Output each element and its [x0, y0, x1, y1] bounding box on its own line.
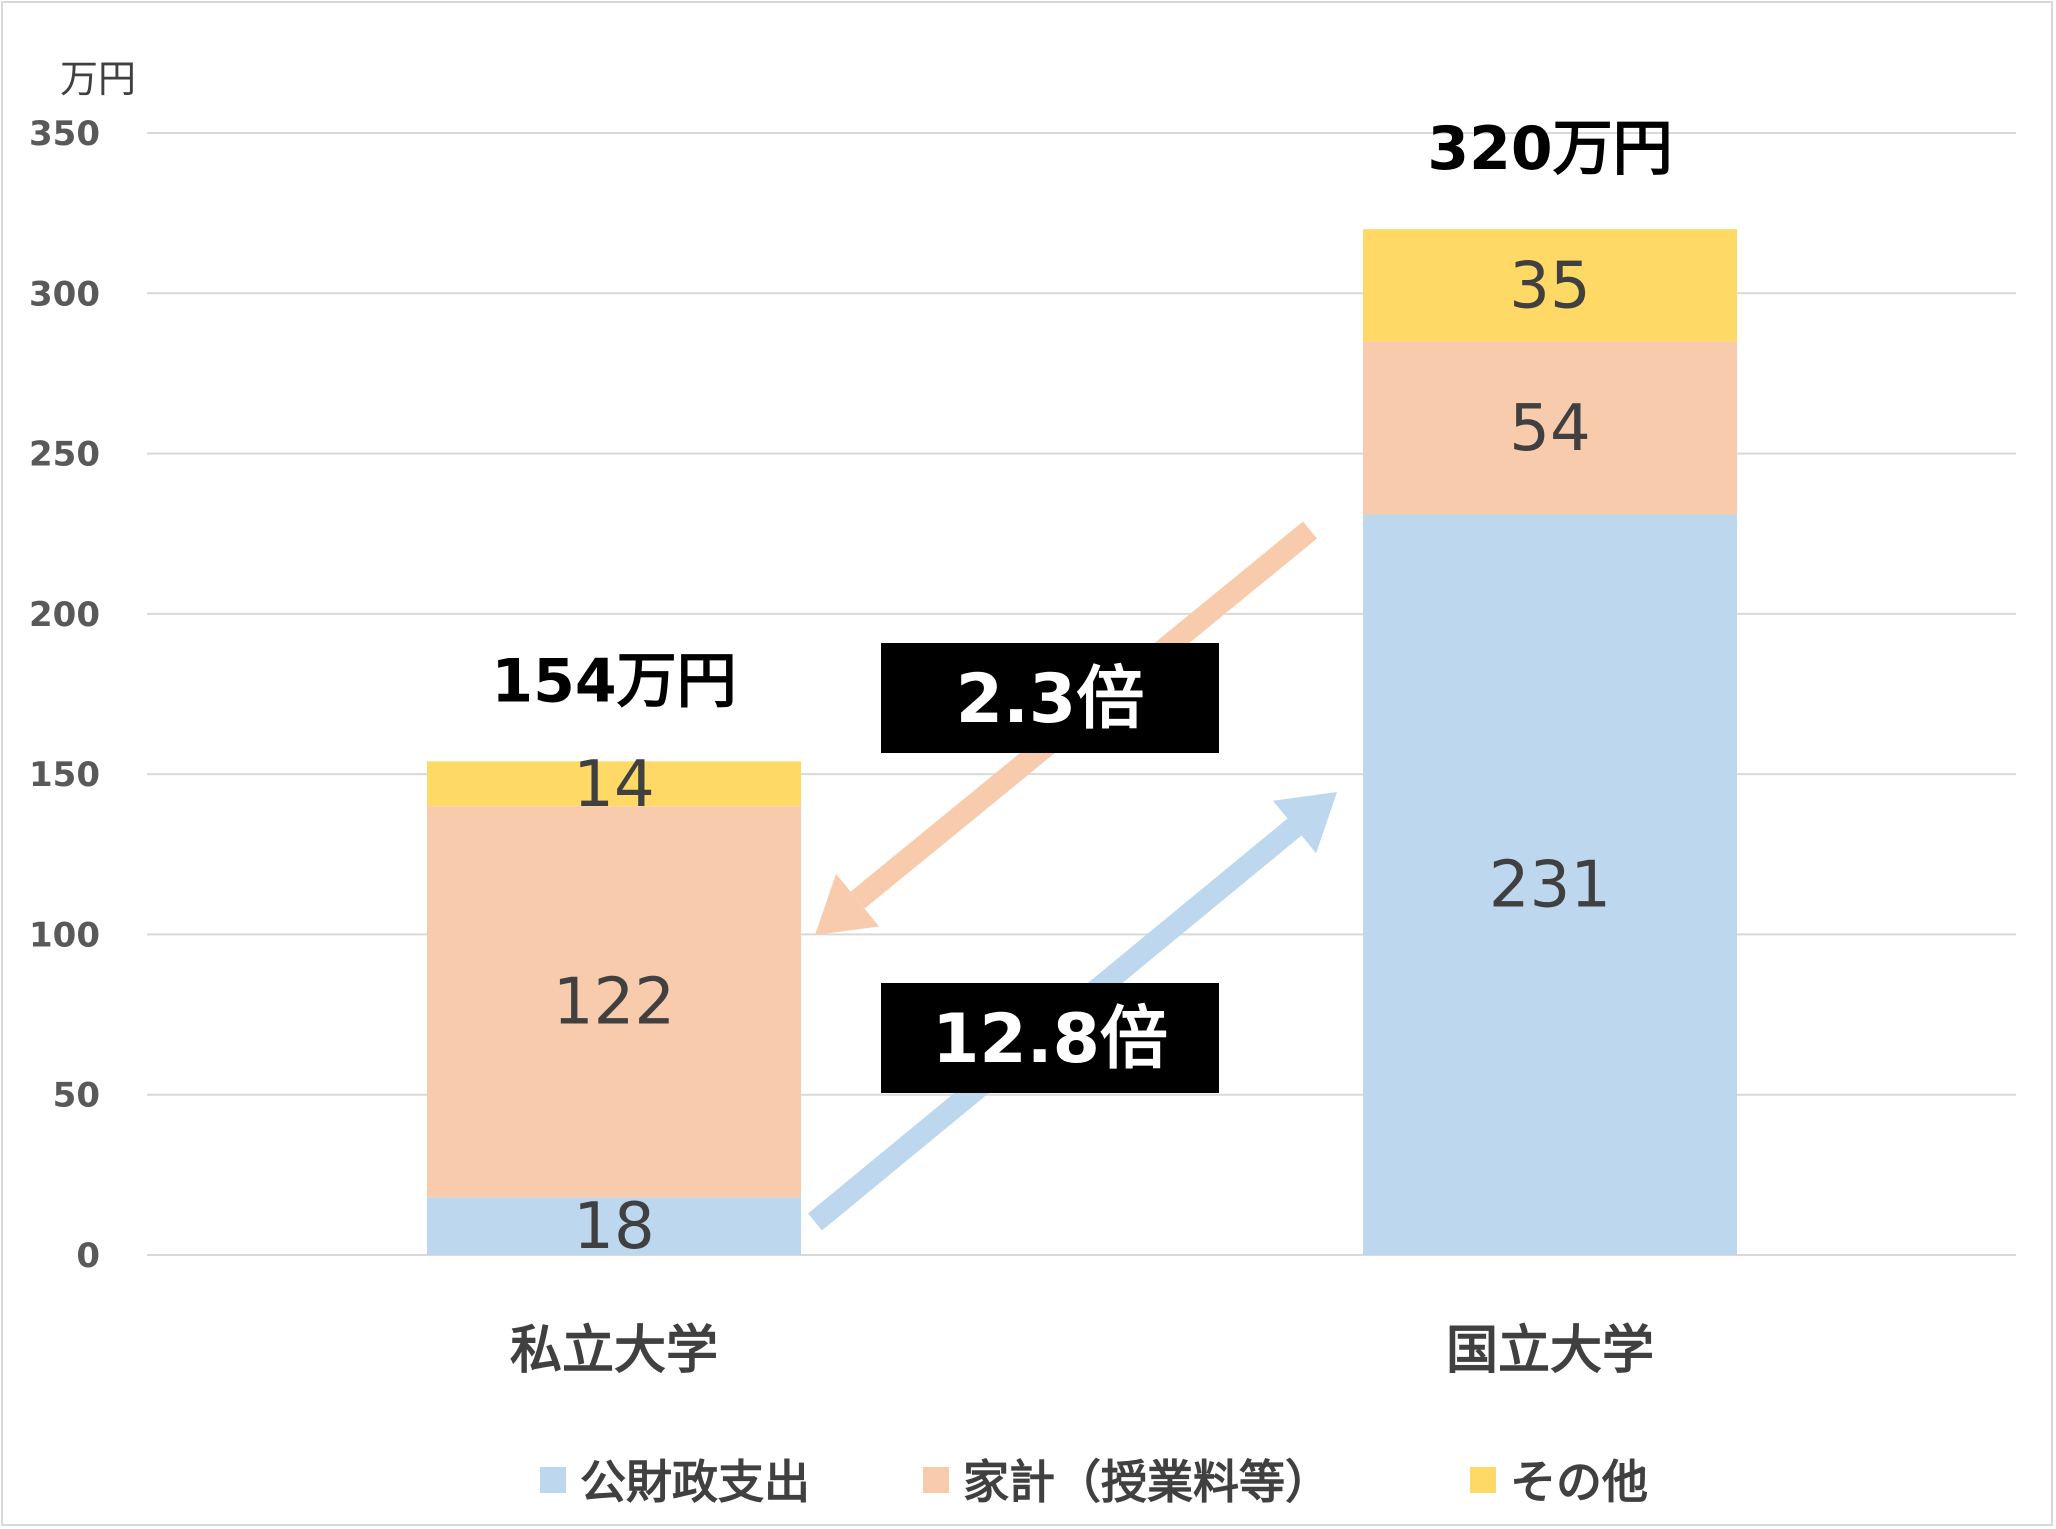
y-axis-ticks: 0 50 100 150 200 250 300 350 — [29, 114, 100, 1276]
y-tick-label: 200 — [29, 595, 100, 635]
ratio-arrows: 2.3倍 12.8倍 — [808, 521, 1337, 1231]
legend-label-household: 家計（授業料等） — [963, 1455, 1331, 1509]
legend-label-public-funding: 公財政支出 — [580, 1455, 810, 1509]
annotation-text: 12.8倍 — [932, 1000, 1168, 1079]
y-tick-label: 300 — [29, 274, 100, 314]
y-tick-label: 150 — [29, 755, 100, 795]
annotation-public-funding-ratio: 12.8倍 — [881, 983, 1219, 1093]
category-labels: 私立大学 国立大学 — [510, 1321, 1654, 1381]
category-label: 国立大学 — [1446, 1321, 1654, 1381]
data-label: 54 — [1509, 392, 1590, 466]
legend-label-other: その他 — [1510, 1455, 1648, 1509]
arrow-head — [1272, 792, 1337, 854]
data-label: 231 — [1489, 849, 1611, 923]
y-unit-label: 万円 — [60, 57, 136, 101]
bar-segment-household — [1363, 341, 1737, 515]
bar-segment-other — [427, 761, 801, 807]
total-label: 154万円 — [491, 646, 736, 716]
bar-segment-household — [427, 806, 801, 1198]
annotation-box — [881, 983, 1219, 1093]
legend: 公財政支出 家計（授業料等） その他 — [540, 1455, 1648, 1509]
y-tick-label: 250 — [29, 435, 100, 475]
data-label: 14 — [573, 748, 654, 822]
legend-swatch-household — [923, 1467, 949, 1493]
bars: 18 122 14 154万円 231 54 35 320万円 — [427, 114, 1737, 1264]
legend-swatch-other — [1470, 1467, 1496, 1493]
y-tick-label: 100 — [29, 915, 100, 955]
data-label: 35 — [1509, 249, 1590, 323]
category-label: 私立大学 — [510, 1321, 718, 1381]
annotation-box — [881, 643, 1219, 753]
arrow-head — [815, 873, 880, 935]
legend-swatch-public-funding — [540, 1467, 566, 1493]
bar-segment-public-funding — [427, 1197, 801, 1255]
data-label: 122 — [553, 966, 675, 1040]
annotation-household-ratio: 2.3倍 — [881, 643, 1219, 753]
data-label: 18 — [573, 1190, 654, 1264]
y-tick-label: 50 — [53, 1076, 100, 1116]
y-tick-label: 350 — [29, 114, 100, 154]
annotation-text: 2.3倍 — [956, 660, 1144, 739]
bar-segment-public-funding — [1363, 514, 1737, 1255]
y-tick-label: 0 — [76, 1236, 100, 1276]
total-label: 320万円 — [1427, 114, 1672, 184]
bar-segment-other — [1363, 229, 1737, 342]
